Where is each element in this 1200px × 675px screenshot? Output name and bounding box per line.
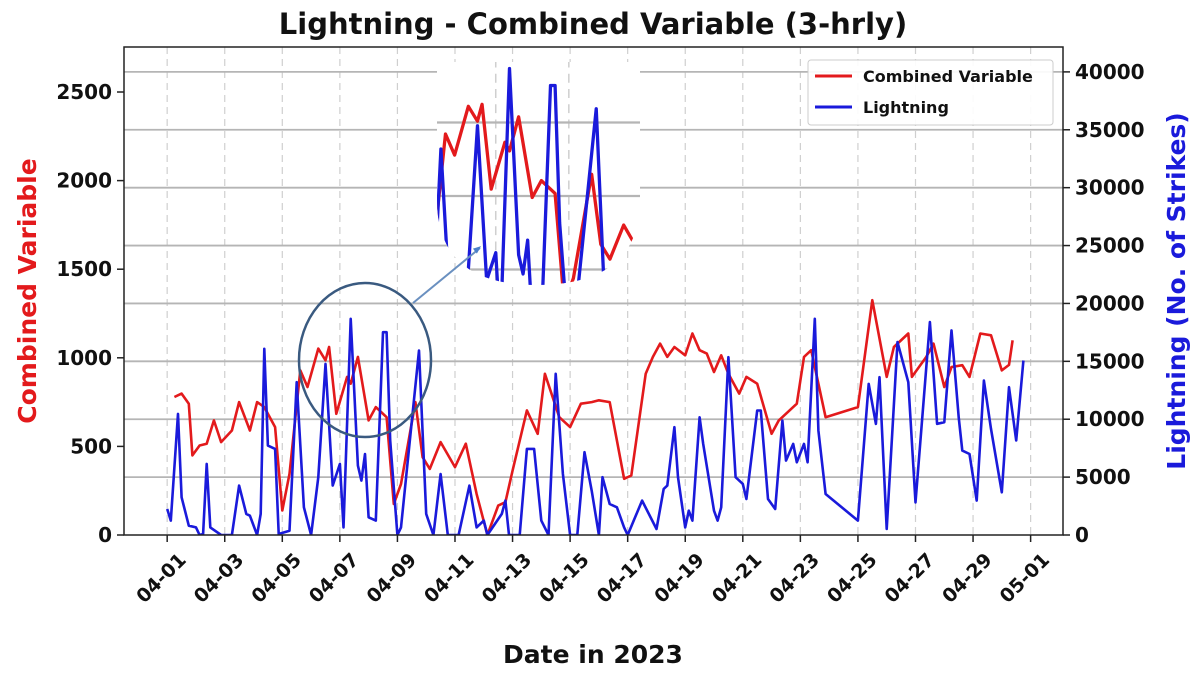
y-tick-label-right: 15000	[1075, 349, 1145, 373]
y-tick-label-left: 2500	[56, 80, 112, 104]
y-axis-label-right: Lightning (No. of Strikes)	[1162, 112, 1191, 469]
plot-frame	[123, 46, 1064, 536]
y-tick-label-left: 2000	[56, 169, 112, 193]
y-tick-label-right: 30000	[1075, 176, 1145, 200]
x-tick-label: 04-15	[535, 549, 594, 608]
x-tick-label: 04-13	[478, 549, 537, 608]
y-axis-label-left: Combined Variable	[13, 158, 42, 423]
y-tick-label-right: 35000	[1075, 118, 1145, 142]
y-tick-label-left: 0	[98, 523, 112, 547]
x-tick-label: 04-03	[190, 549, 249, 608]
legend-label-combined-variable: Combined Variable	[863, 67, 1033, 86]
x-tick-label: 04-25	[823, 549, 882, 608]
x-tick-label: 04-17	[593, 549, 652, 608]
x-tick-label: 04-19	[650, 549, 709, 608]
magnify-arrow	[412, 246, 482, 304]
legend-box	[807, 59, 1054, 126]
x-tick-label: 04-05	[247, 549, 306, 608]
y-tick-label-right: 10000	[1075, 407, 1145, 431]
y-tick-label-right: 40000	[1075, 60, 1145, 84]
inset-magnified-content	[437, 62, 640, 285]
x-tick-label: 04-11	[420, 549, 479, 608]
y-tick-label-right: 5000	[1075, 465, 1131, 489]
inset	[437, 62, 640, 285]
x-tick-label: 04-23	[765, 549, 824, 608]
x-tick-label: 04-27	[880, 549, 939, 608]
x-tick-label: 04-21	[708, 549, 767, 608]
y-tick-label-right: 0	[1075, 523, 1089, 547]
main-series	[165, 298, 1025, 535]
series-line-combined-variable	[173, 298, 1014, 535]
y-tick-label-right: 25000	[1075, 234, 1145, 258]
y-tick-label-left: 1000	[56, 346, 112, 370]
x-tick-label: 04-01	[132, 549, 191, 608]
y-tick-label-left: 1500	[56, 257, 112, 281]
y-tick-label-right: 20000	[1075, 291, 1145, 315]
y-tick-label-left: 500	[70, 434, 112, 458]
legend-label-lightning: Lightning	[863, 98, 949, 117]
magnify-circle	[297, 281, 433, 439]
series-line-lightning	[165, 317, 1025, 535]
x-tick-label: 05-01	[996, 549, 1055, 608]
x-tick-label: 04-07	[305, 549, 364, 608]
x-axis-label: Date in 2023	[503, 640, 683, 669]
x-tick-label: 04-09	[362, 549, 421, 608]
chart-title: Lightning - Combined Variable (3-hrly)	[279, 7, 907, 41]
legend: Combined Variable Lightning	[807, 59, 1054, 126]
x-tick-label: 04-29	[938, 549, 997, 608]
